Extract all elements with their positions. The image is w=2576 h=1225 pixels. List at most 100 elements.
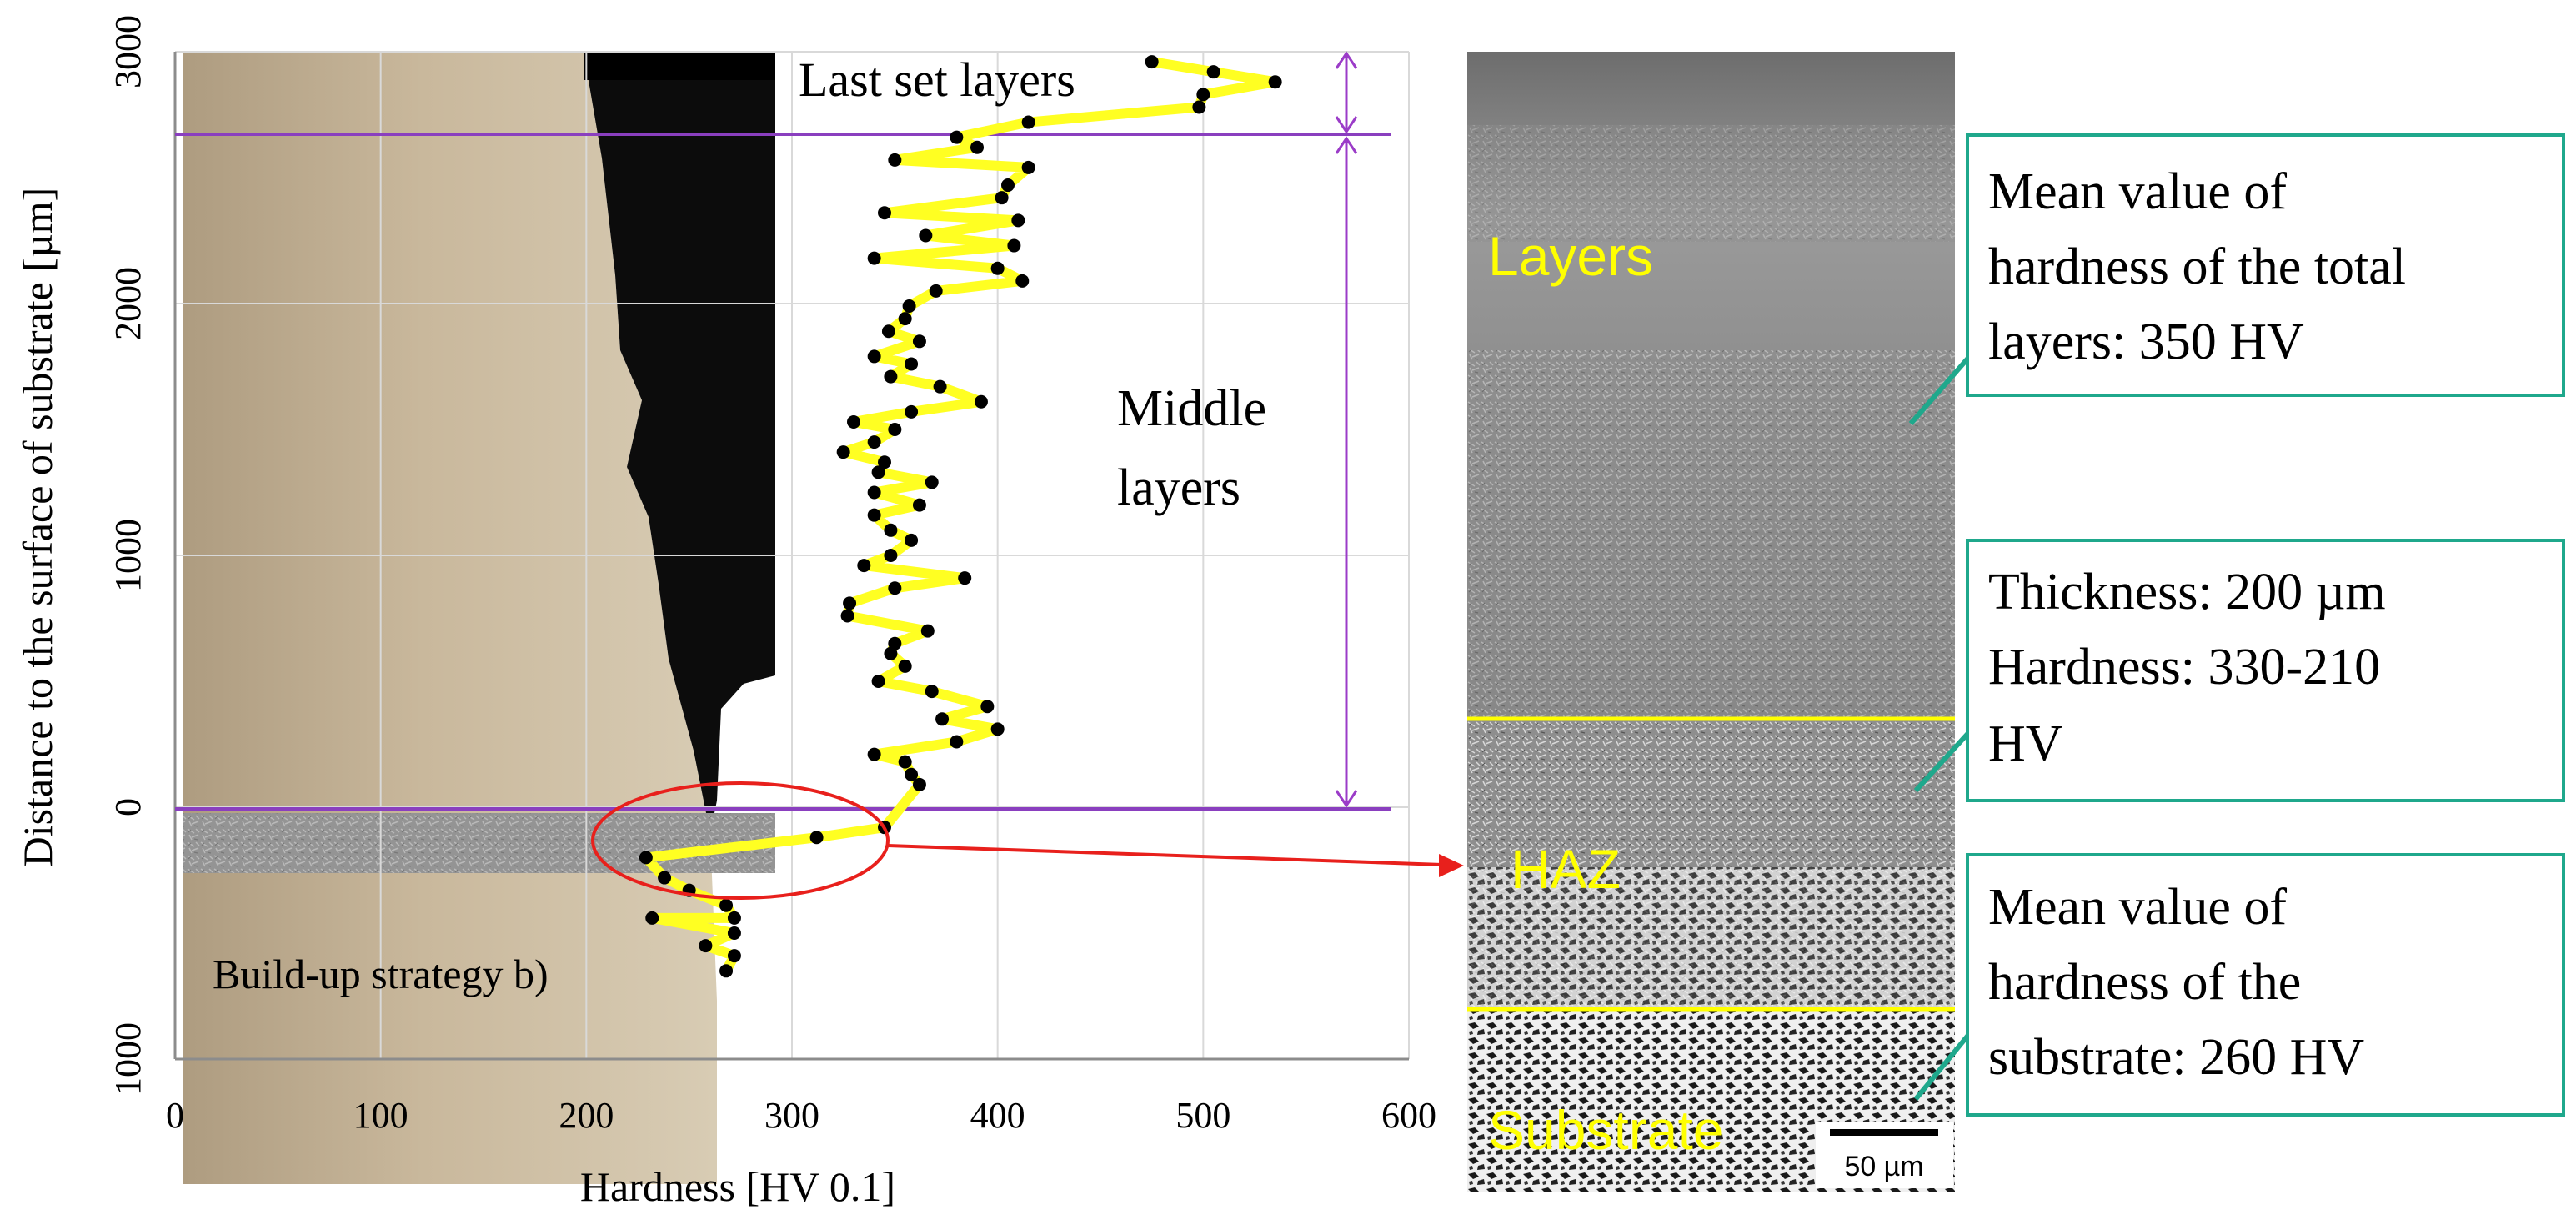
callout-layers-mean: Mean value of hardness of the total laye…	[1908, 133, 2565, 425]
data-point-4	[1192, 100, 1206, 114]
y-tick-label-3: 0	[108, 798, 148, 816]
micro-label-layers: Layers	[1488, 225, 1653, 287]
data-point-50	[884, 646, 898, 660]
data-point-25	[905, 357, 919, 371]
callout-2-line-3: HV	[1988, 715, 2063, 772]
substrate-strip	[183, 813, 775, 873]
data-point-61	[912, 777, 926, 791]
micrograph: Layers HAZ Substrate 50 µm	[1467, 52, 1955, 1192]
middle-layers-arrow	[1335, 136, 1358, 808]
data-point-9	[1021, 160, 1035, 174]
data-point-32	[867, 435, 881, 449]
data-point-68	[727, 911, 741, 925]
data-point-58	[867, 747, 881, 761]
data-point-60	[905, 767, 919, 781]
data-point-23	[912, 334, 926, 349]
data-point-67	[719, 898, 734, 912]
data-point-37	[867, 485, 881, 500]
data-point-69	[645, 911, 659, 925]
data-point-1	[1206, 65, 1220, 79]
data-point-39	[867, 508, 881, 522]
data-point-24	[867, 349, 881, 364]
data-point-26	[884, 369, 898, 384]
middle-layers-label-2: layers	[1117, 459, 1240, 516]
data-point-27	[933, 379, 947, 394]
data-point-43	[857, 559, 871, 573]
x-tick-label-200: 200	[559, 1095, 614, 1136]
data-point-16	[867, 251, 881, 265]
scale-bar: 50 µm	[1816, 1122, 1953, 1188]
data-point-18	[1015, 274, 1030, 288]
data-point-3	[1196, 88, 1210, 102]
data-point-65	[658, 871, 672, 885]
data-point-6	[950, 130, 964, 144]
x-tick-label-100: 100	[353, 1095, 408, 1136]
chart-axes	[173, 52, 1409, 1061]
data-point-54	[980, 700, 995, 714]
data-point-29	[905, 404, 919, 419]
y-tick-label-1: 2000	[108, 267, 148, 340]
data-point-11	[995, 191, 1009, 205]
data-point-21	[898, 312, 912, 326]
callout-haz: Thickness: 200 µm Hardness: 330-210 HV	[1913, 539, 2565, 802]
build-up-strategy-label: Build-up strategy b)	[213, 951, 549, 997]
data-point-28	[974, 394, 988, 409]
callout-2-line-2: Hardness: 330-210	[1988, 639, 2380, 695]
callout-3-line-3: substrate: 260 HV	[1988, 1029, 2364, 1086]
data-point-51	[898, 659, 912, 673]
data-point-33	[836, 445, 850, 459]
x-tick-label-400: 400	[970, 1095, 1025, 1136]
data-point-38	[912, 498, 926, 512]
mounting-resin	[584, 52, 775, 834]
micro-label-haz: HAZ	[1511, 838, 1621, 900]
data-point-72	[727, 949, 741, 963]
x-tick-label-0: 0	[166, 1095, 184, 1136]
scale-bar-label: 50 µm	[1844, 1151, 1923, 1182]
callout-substrate-mean: Mean value of hardness of the substrate:…	[1913, 853, 2565, 1117]
data-point-56	[990, 722, 1005, 736]
data-point-48	[920, 624, 935, 638]
resin-top-bar	[584, 52, 775, 80]
data-point-70	[727, 926, 741, 940]
hardness-chart: 0 100 200 300 400 500 600 3000 2000 1000 0 1000 Ha…	[14, 15, 1464, 1210]
x-axis-title: Hardness [HV 0.1]	[580, 1163, 895, 1210]
x-tick-label-600: 600	[1381, 1095, 1436, 1136]
data-point-53	[925, 685, 939, 699]
x-tick-label-500: 500	[1175, 1095, 1230, 1136]
data-point-42	[884, 549, 898, 562]
micro-label-substrate: Substrate	[1488, 1099, 1724, 1161]
data-point-17	[990, 261, 1005, 275]
data-point-35	[871, 465, 885, 479]
last-set-layers-label: Last set layers	[799, 53, 1075, 107]
data-point-63	[809, 831, 824, 845]
data-point-30	[847, 414, 860, 429]
data-point-73	[719, 964, 734, 978]
data-point-47	[840, 609, 854, 623]
haz-link-arrow	[887, 844, 1464, 877]
data-point-36	[925, 475, 939, 489]
x-tick-label-300: 300	[764, 1095, 819, 1136]
hardness-series	[639, 55, 1282, 978]
data-point-44	[958, 571, 972, 585]
y-axis-title: Distance to the surface of substrate [µm…	[14, 188, 61, 867]
micrograph-haz-dark	[1467, 867, 1955, 1009]
data-point-22	[881, 324, 895, 339]
data-point-64	[639, 851, 653, 865]
data-point-13	[1011, 213, 1025, 228]
data-point-59	[898, 755, 912, 769]
data-point-40	[884, 523, 898, 537]
data-point-19	[929, 284, 943, 298]
micrograph-texture	[1467, 350, 1955, 717]
data-point-14	[919, 228, 933, 243]
callout-1-line-3: layers: 350 HV	[1988, 314, 2304, 370]
y-tick-labels: 3000 2000 1000 0 1000	[108, 15, 148, 1096]
data-point-55	[935, 712, 950, 726]
data-point-7	[970, 140, 984, 154]
data-point-52	[871, 675, 885, 688]
data-point-2	[1268, 75, 1282, 89]
data-point-49	[888, 636, 902, 650]
micrograph-upper-texture	[1467, 125, 1955, 242]
data-point-8	[888, 153, 902, 167]
middle-layers-label-1: Middle	[1117, 380, 1266, 437]
